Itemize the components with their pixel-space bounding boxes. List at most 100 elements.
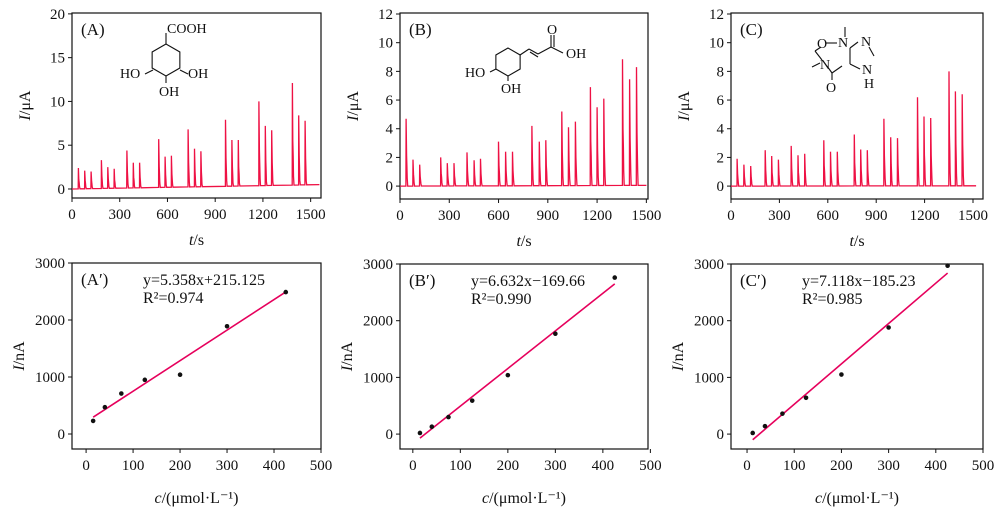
y-tick-label: 4 — [717, 122, 725, 138]
y-tick-label: 0 — [58, 427, 66, 443]
data-point — [470, 398, 475, 403]
x-tick-label: 100 — [449, 458, 472, 474]
panel-label: (C) — [740, 20, 763, 39]
x-tick-label: 0 — [743, 458, 751, 474]
y-axis-unit: /nA — [11, 341, 28, 365]
current-trace — [400, 59, 646, 186]
data-point — [886, 325, 891, 330]
bond — [832, 66, 842, 73]
data-point — [103, 405, 108, 410]
x-axis-unit: /(μmol·L⁻¹) — [162, 490, 239, 507]
y-tick-label: 12 — [378, 7, 393, 23]
atom-label: HO — [465, 66, 485, 81]
y-axis-unit: /μA — [345, 91, 362, 116]
y-tick-label: 6 — [717, 93, 725, 109]
y-tick-label: 8 — [386, 64, 394, 80]
bond — [529, 49, 538, 54]
x-axis-label: c/(μmol·L⁻¹) — [815, 490, 899, 507]
x-tick-label: 1200 — [910, 208, 940, 224]
x-tick-label: 400 — [263, 458, 286, 474]
x-axis-label: c/(μmol·L⁻¹) — [482, 490, 566, 507]
x-tick-label: 200 — [830, 458, 853, 474]
y-axis-unit: /μA — [17, 90, 34, 115]
y-axis-label: I/nA — [11, 341, 28, 372]
y-axis-label: I/μA — [17, 90, 34, 121]
panel-label: (B) — [409, 20, 432, 39]
fit-equation: y=7.118x−185.23 — [802, 273, 915, 290]
data-point — [506, 373, 511, 378]
x-axis-unit: /(μmol·L⁻¹) — [822, 490, 899, 507]
atom-label: O — [826, 81, 836, 96]
atom-label: O — [817, 37, 827, 52]
data-point — [945, 263, 950, 268]
x-axis-var: c — [482, 490, 489, 507]
y-tick-label: 15 — [50, 51, 65, 67]
y-tick-label: 0 — [386, 427, 394, 443]
x-tick-label: 900 — [204, 207, 227, 223]
x-axis-label: t/s — [849, 233, 864, 250]
plot-frame — [400, 13, 648, 199]
y-tick-label: 2000 — [694, 314, 724, 330]
y-axis-unit: /μA — [676, 91, 693, 116]
y-tick-label: 1000 — [363, 370, 393, 386]
x-tick-label: 300 — [544, 458, 567, 474]
x-tick-label: 200 — [169, 458, 192, 474]
x-tick-label: 1200 — [248, 207, 278, 223]
y-tick-label: 10 — [378, 36, 393, 52]
data-point — [283, 290, 288, 295]
y-tick-label: 8 — [717, 64, 725, 80]
atom-label: HO — [120, 67, 140, 82]
y-tick-label: 12 — [709, 7, 724, 23]
x-tick-label: 1500 — [631, 208, 661, 224]
x-tick-label: 500 — [972, 458, 995, 474]
bond — [812, 63, 820, 67]
data-point — [225, 324, 230, 329]
panel-label: (A′) — [81, 270, 108, 289]
panel-label: (C′) — [740, 271, 766, 290]
y-axis-label: I/nA — [670, 341, 687, 372]
plot-frame — [72, 13, 321, 198]
fit-line — [93, 292, 286, 417]
data-point — [446, 415, 451, 420]
x-tick-label: 900 — [537, 208, 560, 224]
data-point — [91, 419, 96, 424]
data-point — [178, 372, 183, 377]
x-tick-label: 300 — [108, 207, 131, 223]
y-tick-label: 3000 — [694, 257, 724, 273]
atom-label: N — [861, 35, 871, 50]
y-axis-label: I/nA — [339, 341, 356, 372]
x-axis-var: c — [154, 490, 161, 507]
x-tick-label: 1500 — [958, 208, 988, 224]
atom-label: OH — [501, 82, 521, 97]
x-tick-label: 100 — [122, 458, 145, 474]
y-tick-label: 0 — [717, 179, 725, 195]
bond — [520, 49, 529, 55]
x-tick-label: 200 — [497, 458, 520, 474]
current-trace — [72, 83, 319, 189]
benzene-ring — [152, 44, 180, 76]
y-tick-label: 2 — [717, 150, 725, 166]
fit-equation: y=5.358x+215.125 — [143, 272, 265, 289]
y-tick-label: 0 — [386, 179, 394, 195]
x-axis-unit: /s — [193, 232, 204, 249]
x-tick-label: 0 — [396, 208, 404, 224]
data-point — [750, 431, 755, 436]
fit-equation: y=6.632x−169.66 — [471, 273, 585, 290]
x-tick-label: 100 — [783, 458, 806, 474]
data-point — [839, 372, 844, 377]
atom-label: OH — [566, 47, 586, 62]
y-tick-label: 2 — [386, 150, 394, 166]
data-point — [553, 331, 558, 336]
y-tick-label: 10 — [709, 36, 724, 52]
y-axis-label: I/μA — [345, 91, 362, 122]
atom-label: N — [862, 63, 872, 78]
r-squared: R²=0.974 — [143, 290, 204, 307]
x-axis-label: t/s — [516, 233, 531, 250]
data-point — [119, 391, 124, 396]
x-tick-label: 0 — [82, 458, 90, 474]
atom-label: N — [820, 58, 830, 73]
panel-label: (B′) — [409, 271, 435, 290]
x-tick-label: 300 — [438, 208, 461, 224]
